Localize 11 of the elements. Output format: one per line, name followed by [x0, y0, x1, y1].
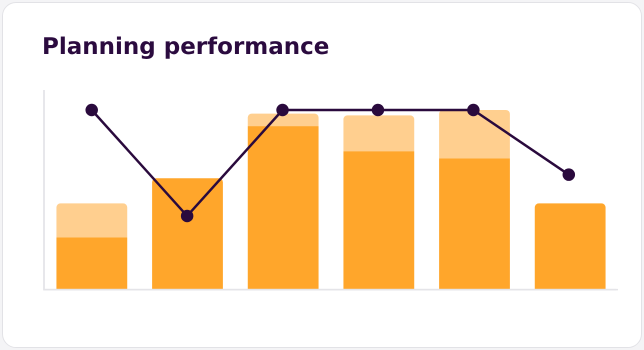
bar [343, 151, 414, 290]
bar [439, 110, 510, 158]
bar [56, 238, 128, 290]
bar [248, 114, 319, 126]
bar [343, 115, 414, 152]
bar [534, 203, 606, 290]
bar [439, 158, 510, 290]
bar [152, 178, 223, 290]
bar [248, 126, 319, 290]
bar [56, 203, 128, 238]
chart-title: Planning performance [42, 34, 330, 60]
